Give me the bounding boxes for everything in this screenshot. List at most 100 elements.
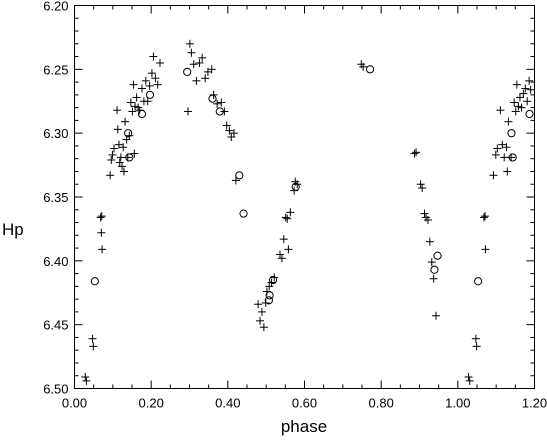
plus-data-point xyxy=(498,140,507,149)
plus-data-point xyxy=(254,300,263,309)
plus-data-point xyxy=(229,129,238,138)
plus-data-point xyxy=(503,167,512,176)
circle-data-point xyxy=(208,94,217,103)
plus-data-point xyxy=(82,376,91,385)
circle-data-point xyxy=(215,107,224,116)
plus-data-point xyxy=(465,376,474,385)
plot-frame xyxy=(74,5,535,389)
plus-data-point xyxy=(185,39,194,48)
circle-data-point xyxy=(183,67,192,76)
plus-data-point xyxy=(123,153,132,162)
circle-data-point xyxy=(145,90,155,99)
plus-data-point xyxy=(286,208,295,217)
circle-data-point xyxy=(239,209,248,218)
plus-data-point xyxy=(130,149,139,158)
x-tick-labels: 0.00 0.20 0.40 0.60 0.80 1.00 1.20 xyxy=(62,396,547,411)
plus-data-point xyxy=(519,89,528,98)
plus-data-point xyxy=(427,258,436,267)
plus-data-point xyxy=(491,150,500,159)
plus-data-point xyxy=(137,84,146,93)
plus-data-point xyxy=(416,180,425,189)
plus-data-point xyxy=(116,153,125,162)
plus-data-point xyxy=(97,228,106,237)
plus-data-point xyxy=(201,74,210,83)
plus-data-point xyxy=(464,373,473,382)
circle-data-point xyxy=(124,129,133,138)
plus-marker-series xyxy=(81,39,535,385)
circle-data-point xyxy=(90,277,99,286)
circle-data-point xyxy=(507,129,516,138)
x-tick-label: 0.20 xyxy=(139,396,164,411)
plus-data-point xyxy=(89,342,98,351)
plus-data-point xyxy=(125,131,134,140)
plus-data-point xyxy=(359,62,368,71)
plus-data-point xyxy=(132,93,141,102)
plus-data-point xyxy=(108,150,117,159)
x-tick-label: 1.20 xyxy=(522,396,547,411)
plus-data-point xyxy=(97,212,106,221)
plus-data-point xyxy=(267,278,276,287)
plus-data-point xyxy=(283,214,292,223)
plus-data-point xyxy=(517,103,526,112)
circle-data-point xyxy=(235,171,244,180)
plus-data-point xyxy=(119,143,128,152)
plus-data-point xyxy=(500,153,509,162)
plus-data-point xyxy=(479,213,488,222)
plus-data-point xyxy=(198,53,207,62)
plus-data-point xyxy=(481,212,490,221)
plus-data-point xyxy=(257,307,266,316)
plus-data-point xyxy=(119,167,128,176)
plus-data-point xyxy=(128,107,137,116)
circle-data-point xyxy=(365,65,375,74)
circle-data-point xyxy=(430,265,439,274)
circle-data-point xyxy=(291,182,300,191)
plus-data-point xyxy=(222,121,231,130)
x-axis-title: phase xyxy=(281,417,327,436)
plus-data-point xyxy=(284,245,293,254)
plus-data-point xyxy=(511,107,520,116)
plus-data-point xyxy=(213,99,222,108)
circle-marker-series xyxy=(90,65,534,305)
plus-data-point xyxy=(525,76,534,85)
plus-data-point xyxy=(489,171,498,180)
plus-data-point xyxy=(521,84,530,93)
plus-data-point xyxy=(496,106,505,115)
plus-data-point xyxy=(220,107,229,116)
plus-data-point xyxy=(153,80,162,89)
plus-data-point xyxy=(113,106,122,115)
x-tick-label: 0.60 xyxy=(292,396,317,411)
plus-data-point xyxy=(118,162,127,171)
plus-data-point xyxy=(526,85,535,94)
plus-data-point xyxy=(510,98,519,107)
plus-data-point xyxy=(113,125,122,134)
plus-data-point xyxy=(114,140,123,149)
plus-data-point xyxy=(129,80,138,89)
plus-data-point xyxy=(126,98,135,107)
plus-data-point xyxy=(410,149,419,158)
plus-data-point xyxy=(141,76,150,85)
y-tick-label: 6.35 xyxy=(43,190,68,205)
plus-data-point xyxy=(523,97,532,106)
plus-data-point xyxy=(471,334,480,343)
plus-data-point xyxy=(481,245,490,254)
plus-data-point xyxy=(147,69,156,78)
plus-data-point xyxy=(145,81,154,90)
circle-data-point xyxy=(433,251,442,260)
circle-data-point xyxy=(264,296,273,305)
plus-data-point xyxy=(277,254,286,263)
circle-data-point xyxy=(474,277,483,286)
plus-data-point xyxy=(293,180,302,189)
x-tick-label: 0.80 xyxy=(369,396,394,411)
plus-data-point xyxy=(88,334,97,343)
y-tick-label: 6.30 xyxy=(43,126,68,141)
plus-data-point xyxy=(98,245,107,254)
circle-data-point xyxy=(508,153,517,162)
plus-data-point xyxy=(279,235,288,244)
plus-data-point xyxy=(149,52,158,61)
circle-data-point xyxy=(265,291,274,300)
plus-data-point xyxy=(155,58,164,67)
plus-data-point xyxy=(504,117,513,126)
plus-data-point xyxy=(195,58,204,67)
circle-data-point xyxy=(525,109,534,119)
